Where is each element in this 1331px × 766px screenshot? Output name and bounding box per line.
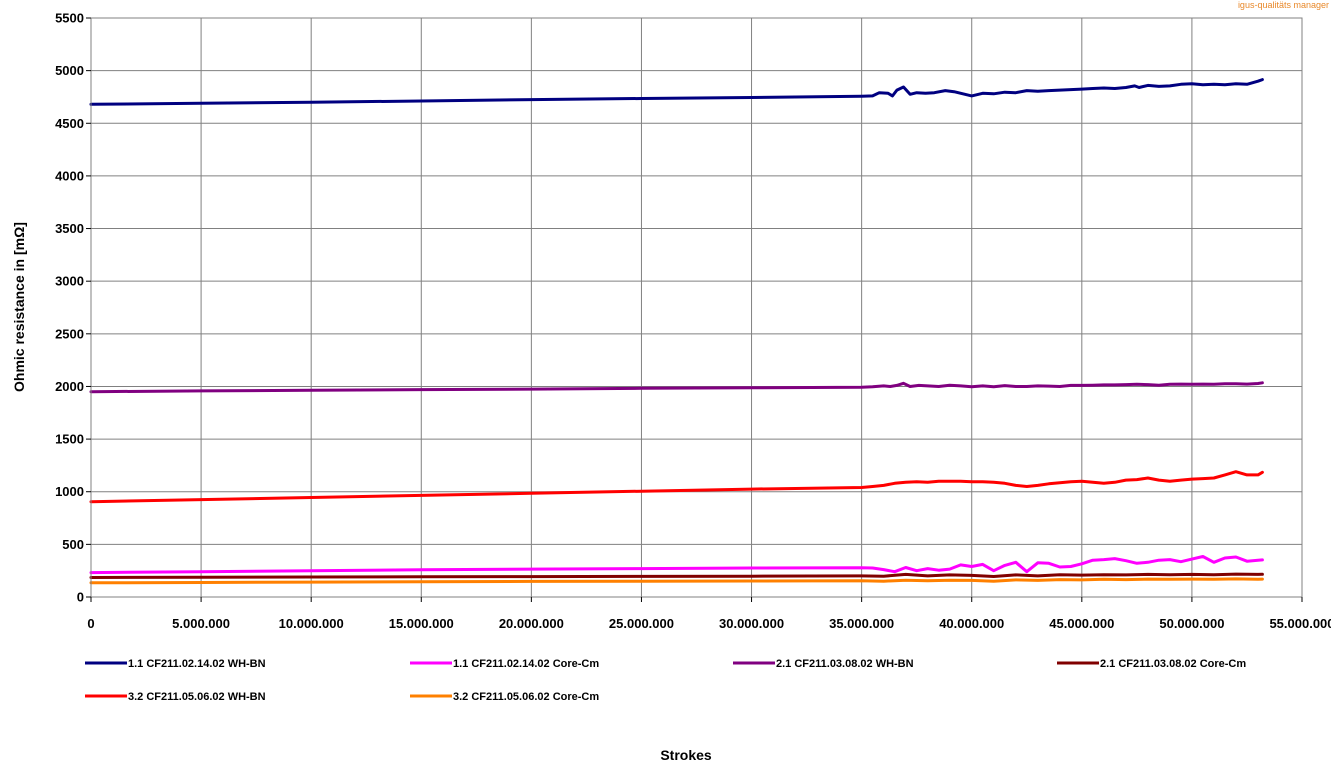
- y-tick-label: 0: [77, 590, 84, 605]
- y-tick-label: 5500: [55, 11, 84, 26]
- series-line-6: [89, 577, 1264, 585]
- legend-label: 2.1 CF211.03.08.02 WH-BN: [776, 658, 914, 670]
- y-tick-label: 4500: [55, 116, 84, 131]
- legend: 1.1 CF211.02.14.02 WH-BN 1.1 CF211.02.14.…: [85, 658, 1246, 703]
- y-tick-label: 5000: [55, 63, 84, 78]
- series-line-3: [89, 381, 1264, 394]
- y-tick-label: 1500: [55, 432, 84, 447]
- series-line-5: [89, 470, 1264, 504]
- legend-label: 2.1 CF211.03.08.02 Core-Cm: [1100, 658, 1246, 670]
- series-lines: [89, 78, 1264, 585]
- x-tick-label: 20.000.000: [499, 616, 564, 631]
- x-tick-label: 35.000.000: [829, 616, 894, 631]
- y-tick-label: 2500: [55, 326, 84, 341]
- series-line-4: [89, 572, 1264, 579]
- series-line-2: [89, 555, 1264, 575]
- x-tick-label: 5.000.000: [172, 616, 230, 631]
- y-tick-label: 4000: [55, 168, 84, 183]
- plot-border: [90, 17, 1303, 598]
- y-tick-label: 2000: [55, 379, 84, 394]
- x-tick-label: 40.000.000: [939, 616, 1004, 631]
- plot-area: [91, 18, 1302, 597]
- x-axis-title: Strokes: [660, 747, 712, 763]
- gridlines: [91, 18, 1302, 597]
- corner-watermark-text: igus-qualitäts manager: [1238, 0, 1329, 10]
- y-axis-title: Ohmic resistance in [mΩ]: [11, 222, 27, 392]
- y-tick-label: 500: [62, 537, 84, 552]
- axes: 0 500 1000 1500 2000 2500 3000 3500 4000 4500 5000…: [55, 11, 1331, 632]
- x-tick-label: 30.000.000: [719, 616, 784, 631]
- legend-label: 1.1 CF211.02.14.02 Core-Cm: [453, 658, 599, 670]
- x-tick-label: 55.000.000: [1269, 616, 1331, 631]
- x-tick-label: 0: [87, 616, 94, 631]
- x-tick-label: 10.000.000: [279, 616, 344, 631]
- x-tick-label: 45.000.000: [1049, 616, 1114, 631]
- x-tick-label: 25.000.000: [609, 616, 674, 631]
- legend-label: 1.1 CF211.02.14.02 WH-BN: [128, 658, 266, 670]
- legend-label: 3.2 CF211.05.06.02 WH-BN: [128, 691, 266, 703]
- y-tick-label: 1000: [55, 484, 84, 499]
- y-tick-label: 3000: [55, 274, 84, 289]
- x-tick-label: 15.000.000: [389, 616, 454, 631]
- series-line-1: [89, 78, 1264, 106]
- legend-label: 3.2 CF211.05.06.02 Core-Cm: [453, 691, 599, 703]
- y-tick-label: 3500: [55, 221, 84, 236]
- x-tick-label: 50.000.000: [1159, 616, 1224, 631]
